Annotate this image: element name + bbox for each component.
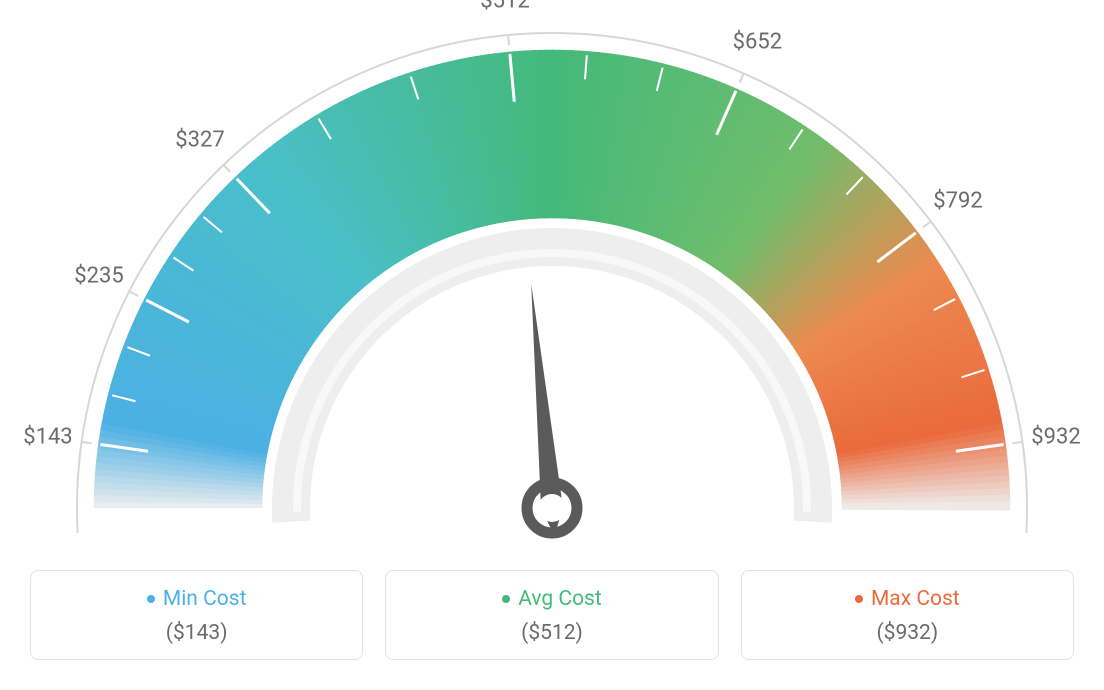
legend-value-max: ($932) — [752, 621, 1063, 645]
legend-card-avg: Avg Cost ($512) — [385, 570, 718, 660]
gauge-tick-label: $512 — [480, 0, 529, 14]
legend-label-min: Min Cost — [163, 587, 247, 611]
legend-row: Min Cost ($143) Avg Cost ($512) Max Cost… — [0, 570, 1104, 660]
legend-value-min: ($143) — [41, 621, 352, 645]
legend-label-max: Max Cost — [871, 587, 960, 611]
legend-dot-avg — [502, 595, 510, 603]
gauge-tick-label: $235 — [74, 263, 123, 288]
gauge-tick-label: $932 — [1031, 425, 1080, 450]
legend-dot-max — [855, 595, 863, 603]
legend-label-avg: Avg Cost — [518, 587, 602, 611]
gauge-tick-label: $652 — [733, 30, 782, 55]
gauge-tick-label: $327 — [175, 128, 224, 153]
legend-title-max: Max Cost — [855, 587, 960, 611]
legend-dot-min — [147, 595, 155, 603]
cost-gauge: $143 $235 $327 $512 $652 $792 $932 — [0, 0, 1104, 560]
legend-card-max: Max Cost ($932) — [741, 570, 1074, 660]
legend-value-avg: ($512) — [396, 621, 707, 645]
gauge-tick-label: $143 — [23, 425, 72, 450]
legend-card-min: Min Cost ($143) — [30, 570, 363, 660]
gauge-tick-label: $792 — [933, 188, 982, 213]
legend-title-min: Min Cost — [147, 587, 247, 611]
gauge-svg — [0, 0, 1104, 560]
legend-title-avg: Avg Cost — [502, 587, 602, 611]
